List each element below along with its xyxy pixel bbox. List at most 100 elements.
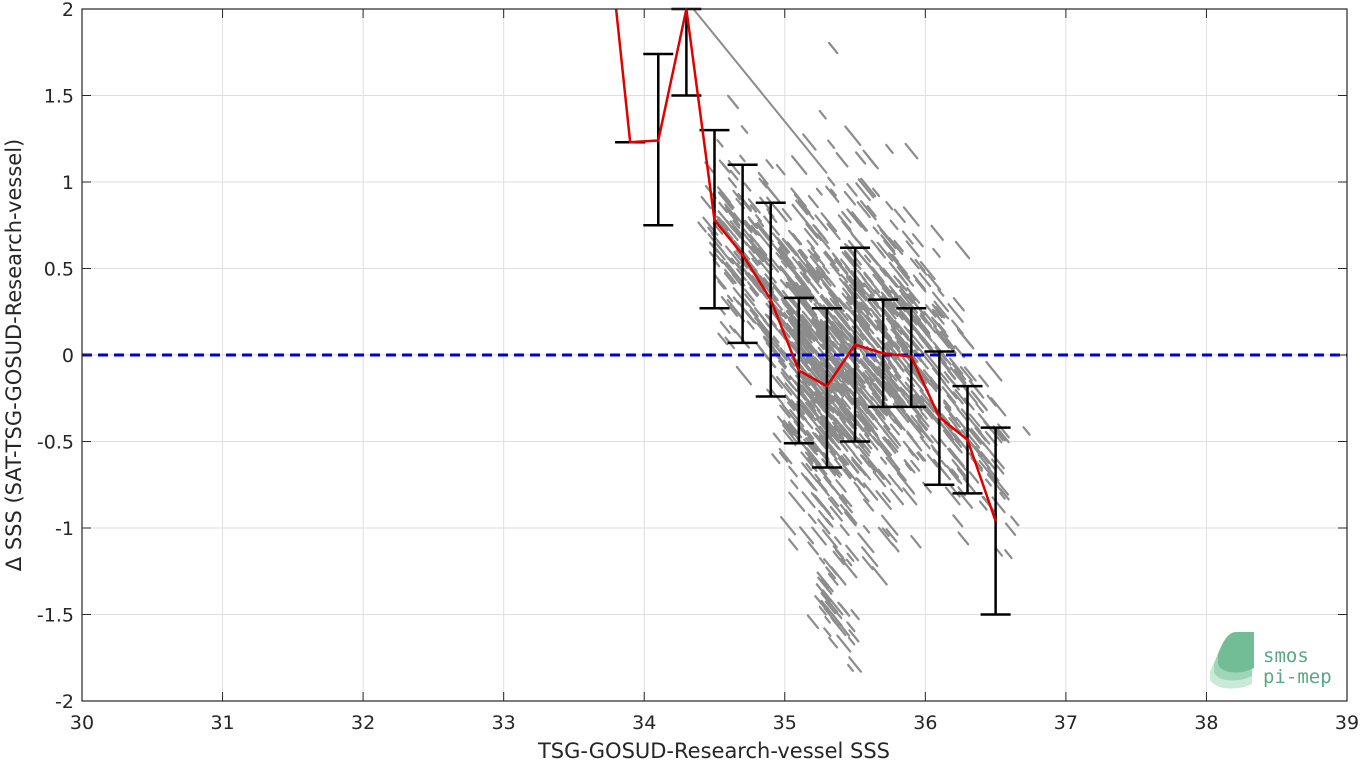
scatter-point xyxy=(776,415,794,436)
scatter-point xyxy=(811,431,827,450)
scatter-point xyxy=(776,237,791,254)
scatter-point xyxy=(940,372,950,384)
scatter-point xyxy=(788,423,798,434)
scatter-point xyxy=(957,531,970,546)
scatter-point xyxy=(945,374,954,384)
scatter-point xyxy=(784,382,800,401)
scatter-point xyxy=(890,394,906,413)
scatter-point xyxy=(837,457,846,466)
scatter-point xyxy=(808,344,823,361)
scatter-point xyxy=(744,310,755,323)
scatter-point xyxy=(801,405,813,419)
scatter-point xyxy=(882,360,892,370)
scatter-point xyxy=(864,254,872,263)
scatter-point xyxy=(841,292,853,306)
scatter-point xyxy=(871,422,879,431)
scatter-point xyxy=(919,436,931,450)
scatter-point xyxy=(887,301,904,321)
scatter-point xyxy=(920,410,928,420)
scatter-point xyxy=(922,354,940,375)
scatter-point xyxy=(848,332,856,341)
scatter-point xyxy=(788,465,798,478)
y-tick-label: -1.5 xyxy=(37,605,74,627)
scatter-point xyxy=(832,545,845,559)
scatter-point xyxy=(933,300,950,320)
scatter-point xyxy=(905,388,920,404)
scatter-point xyxy=(857,532,875,554)
scatter-point xyxy=(939,330,952,345)
scatter-point xyxy=(930,434,940,446)
scatter-point xyxy=(798,372,811,387)
scatter-point xyxy=(775,252,783,260)
scatter-point xyxy=(756,230,773,251)
scatter-point xyxy=(852,453,863,465)
scatter-point xyxy=(778,447,793,465)
scatter-point xyxy=(839,524,850,537)
scatter-point xyxy=(750,245,765,263)
scatter-point xyxy=(839,373,850,385)
scatter-point xyxy=(903,365,911,374)
scatter-point xyxy=(823,283,839,302)
scatter-point xyxy=(881,527,890,537)
y-tick-labels: -2 -1.5 -1 -0.5 0 0.5 1 1.5 2 xyxy=(37,0,74,713)
axis-ticks xyxy=(81,8,1348,702)
scatter-point xyxy=(813,356,824,368)
scatter-point xyxy=(914,314,931,335)
scatter-point xyxy=(947,303,964,323)
scatter-point xyxy=(858,284,867,295)
scatter-point xyxy=(749,309,759,320)
scatter-point xyxy=(807,327,818,341)
scatter-point xyxy=(806,344,815,354)
scatter-point xyxy=(828,386,841,401)
scatter-point xyxy=(990,397,1007,417)
scatter-point xyxy=(879,281,892,296)
scatter-point xyxy=(827,176,836,187)
scatter-point xyxy=(858,387,870,401)
scatter-point xyxy=(834,417,850,436)
scatter-point xyxy=(828,381,838,393)
scatter-point xyxy=(943,399,952,409)
scatter-point xyxy=(934,320,949,338)
scatter-point xyxy=(775,163,786,176)
scatter-point xyxy=(787,538,799,551)
scatter-point xyxy=(797,260,808,272)
scatter-point xyxy=(830,334,840,346)
scatter-point xyxy=(747,216,759,229)
scatter-point xyxy=(844,125,862,146)
scatter-point xyxy=(861,276,877,295)
scatter-point xyxy=(974,425,982,434)
scatter-point xyxy=(781,368,792,381)
scatter-point xyxy=(769,256,782,272)
x-tick-label: 31 xyxy=(210,712,234,734)
scatter-point xyxy=(859,412,875,430)
scatter-point xyxy=(845,312,862,332)
scatter-point xyxy=(890,488,905,506)
scatter-point xyxy=(749,286,759,298)
scatter-point xyxy=(831,321,846,339)
scatter-point xyxy=(830,496,840,507)
scatter-point xyxy=(724,268,737,285)
scatter-point xyxy=(799,359,811,372)
scatter-point xyxy=(888,285,901,299)
scatter-point xyxy=(825,275,836,288)
scatter-point xyxy=(833,395,848,413)
scatter-point xyxy=(800,284,811,298)
scatter-point xyxy=(727,177,738,189)
scatter-point xyxy=(820,293,833,308)
scatter-point xyxy=(875,411,891,431)
scatter-point xyxy=(951,459,967,477)
scatter-point xyxy=(780,349,794,365)
scatter-point xyxy=(948,416,958,428)
scatter-point xyxy=(944,486,961,506)
error-bar xyxy=(811,307,842,469)
scatter-point xyxy=(930,224,944,241)
scatter-point xyxy=(792,280,806,297)
scatter-point xyxy=(807,409,817,421)
scatter-point xyxy=(877,438,893,457)
x-tick-label: 30 xyxy=(70,712,94,734)
scatter-point xyxy=(841,210,852,224)
scatter-point xyxy=(804,451,814,463)
scatter-point xyxy=(799,390,817,412)
scatter-point xyxy=(908,292,917,301)
scatter-point xyxy=(813,321,827,339)
